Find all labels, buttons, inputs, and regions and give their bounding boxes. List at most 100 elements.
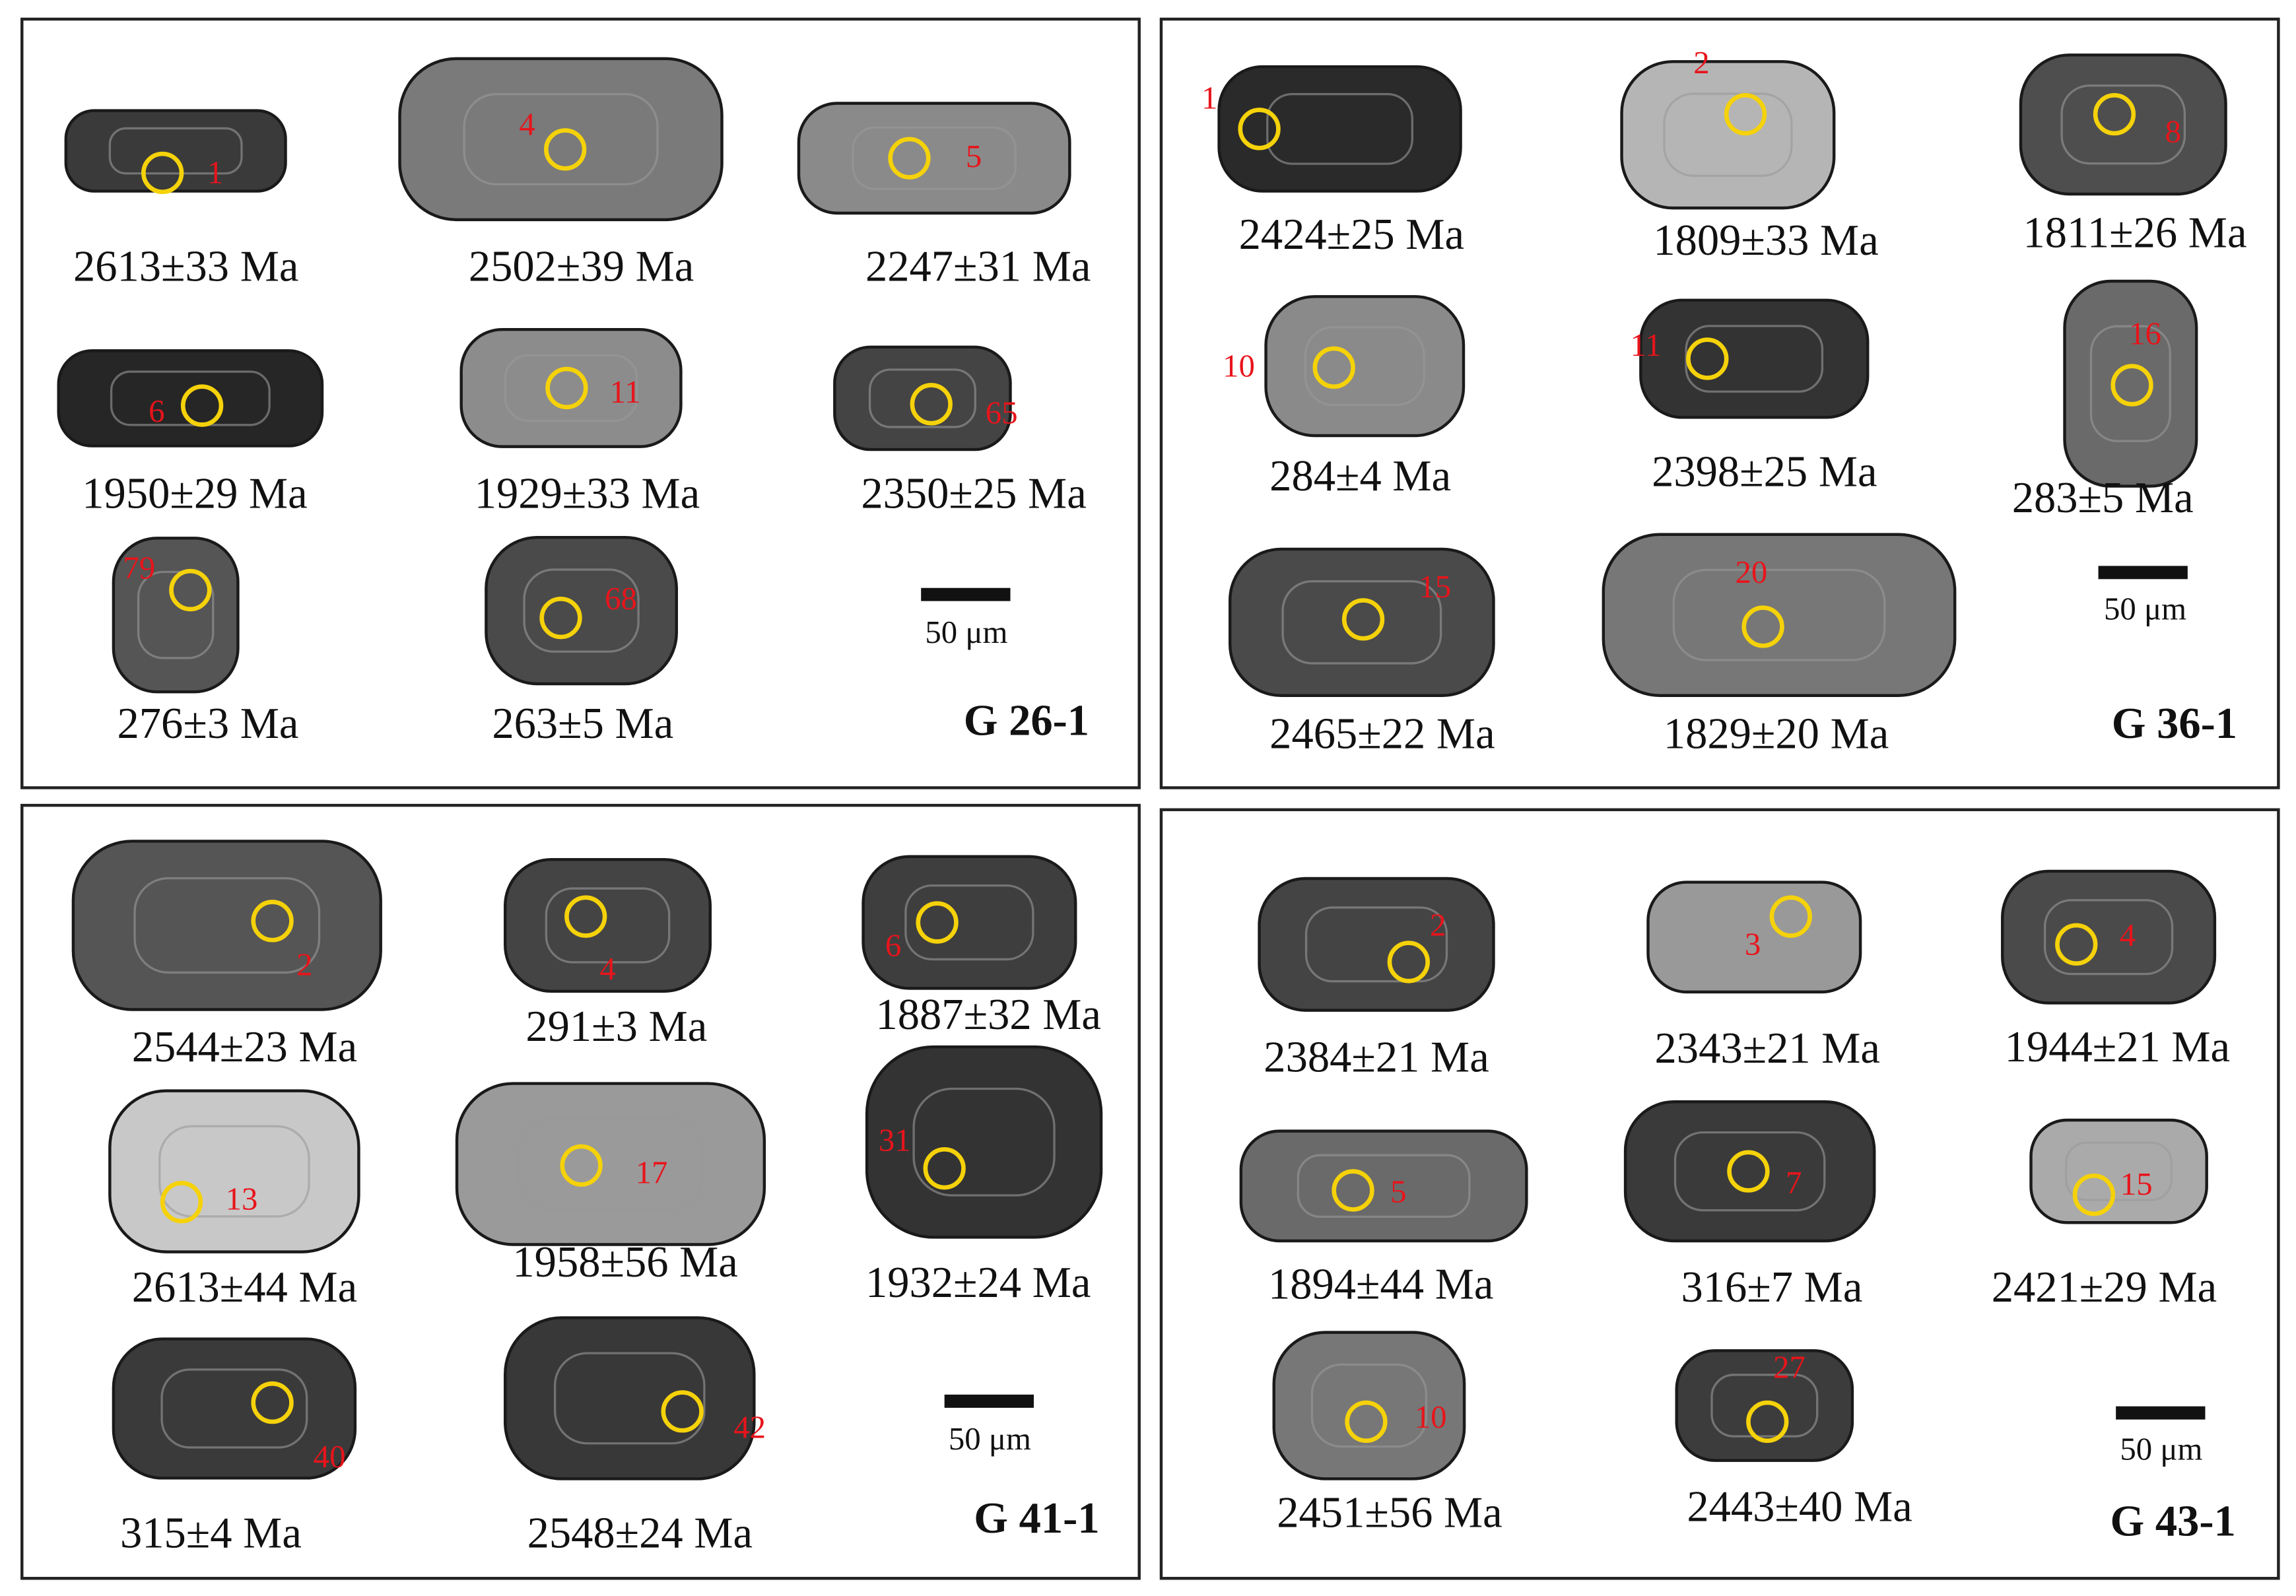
analysis-spot [2110,364,2153,407]
age-label: 1887±32 Ma [876,991,1101,1039]
grain-zone [554,1352,706,1445]
age-label: 315±4 Ma [120,1509,302,1557]
analysis-spot [2093,92,2136,136]
age-label: 1829±20 Ma [1664,710,1889,758]
age-label: 2343±21 Ma [1655,1024,1880,1073]
analysis-spot [141,151,184,195]
spot-number: 6 [885,928,901,964]
scale-label: 50 μm [949,1421,1031,1457]
age-label: 1932±24 Ma [865,1259,1091,1307]
spot-number: 5 [1390,1174,1406,1209]
analysis-spot [545,366,588,410]
grain-zone [1304,906,1448,983]
age-label: 1811±26 Ma [2023,209,2247,257]
grain-zone [912,1087,1056,1197]
age-label: 1944±21 Ma [2005,1023,2230,1071]
age-label: 1894±44 Ma [1268,1260,1493,1308]
analysis-spot [1332,1169,1374,1212]
age-label: 2443±40 Ma [1687,1482,1912,1531]
spot-number: 4 [599,951,615,987]
grain-zone [504,354,638,422]
spot-number: 16 [2129,316,2161,351]
spot-number: 20 [1735,554,1767,590]
analysis-spot [1746,1400,1789,1444]
sample-name: G 41-1 [974,1494,1099,1543]
grain-zone [158,1125,310,1218]
zircon-grain [1264,295,1466,438]
age-label: 1950±29 Ma [82,470,307,518]
zircon-grain [2019,53,2227,196]
zircon-grain [1623,1100,1876,1243]
analysis-spot [888,137,931,180]
age-label: 283±5 Ma [2012,474,2194,522]
spot-number: 2 [1430,908,1446,943]
zircon-grain [861,855,1077,990]
age-label: 276±3 Ma [118,700,299,748]
age-label: 2613±33 Ma [73,243,298,291]
grain-zone [160,1368,308,1449]
age-label: 2465±22 Ma [1269,710,1495,758]
spot-number: 10 [1223,348,1255,383]
spot-number: 10 [1415,1399,1447,1435]
spot-number: 15 [1419,569,1451,605]
spot-number: 3 [1745,926,1761,962]
spot-number: 7 [1786,1165,1802,1201]
spot-number: 11 [1631,327,1662,363]
age-label: 2384±21 Ma [1264,1034,1489,1082]
zircon-grain [455,1082,766,1246]
zircon-grain [865,1045,1103,1239]
analysis-spot [1724,92,1767,136]
spot-number: 27 [1773,1349,1806,1385]
analysis-spot [251,900,294,943]
grain-zone [2060,84,2186,165]
panel-frame [20,17,1141,789]
age-label: 284±4 Ma [1269,452,1451,500]
sample-name: G 26-1 [964,696,1089,745]
zircon-grain [1239,1129,1528,1243]
zircon-grain [2063,279,2198,488]
zircon-grain [485,535,678,686]
zircon-grain [1217,65,1462,193]
analysis-spot [539,597,582,640]
age-label: 2424±25 Ma [1239,211,1464,259]
scale-label: 50 μm [2120,1432,2202,1467]
grain-zone [137,570,215,659]
grain-zone [110,370,271,426]
scale-label: 50 μm [2104,591,2186,627]
grain-zone [904,884,1034,961]
age-label: 1809±33 Ma [1653,216,1878,265]
grain-zone [108,127,243,175]
analysis-spot [180,384,224,427]
analysis-spot [1741,605,1784,648]
spot-number: 65 [986,395,1018,430]
analysis-spot [2072,1173,2116,1216]
grain-zone [1297,1154,1471,1218]
age-label: 263±5 Ma [492,700,673,748]
zircon-grain [1272,1331,1466,1480]
spot-number: 79 [123,550,155,585]
spot-number: 42 [733,1409,766,1445]
analysis-spot [560,1144,603,1187]
analysis-spot [2055,923,2098,966]
grain-zone [1672,568,1886,661]
age-label: 2350±25 Ma [861,470,1086,518]
age-label: 316±7 Ma [1681,1263,1862,1312]
grain-zone [2089,325,2171,442]
age-label: 2421±29 Ma [1992,1263,2217,1312]
zircon-grain [504,857,712,993]
analysis-spot [1727,1150,1770,1193]
zircon-grain [108,1089,360,1253]
spot-number: 4 [519,106,535,142]
zircon-grain [64,109,287,193]
grain-zone [1710,1374,1819,1438]
zircon-grain [398,57,724,222]
age-label: 1958±56 Ma [512,1238,737,1286]
grain-zone [1304,325,1425,407]
sample-name: G 43-1 [2110,1498,2236,1546]
spot-number: 31 [879,1123,911,1158]
analysis-spot [661,1390,704,1433]
zircon-grain [797,102,1071,215]
grain-zone [1673,1131,1826,1212]
age-label: 2247±31 Ma [865,243,1091,291]
